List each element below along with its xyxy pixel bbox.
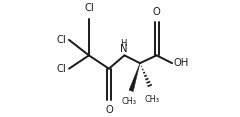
Text: Cl: Cl <box>84 3 94 13</box>
Text: CH₃: CH₃ <box>145 95 160 104</box>
Text: Cl: Cl <box>56 35 66 45</box>
Text: H: H <box>120 39 126 48</box>
Text: O: O <box>105 105 113 115</box>
Text: Cl: Cl <box>56 64 66 74</box>
Text: O: O <box>153 7 161 17</box>
Text: N: N <box>120 44 127 54</box>
Text: CH₃: CH₃ <box>122 97 137 106</box>
Text: OH: OH <box>174 58 189 68</box>
Polygon shape <box>129 63 140 92</box>
